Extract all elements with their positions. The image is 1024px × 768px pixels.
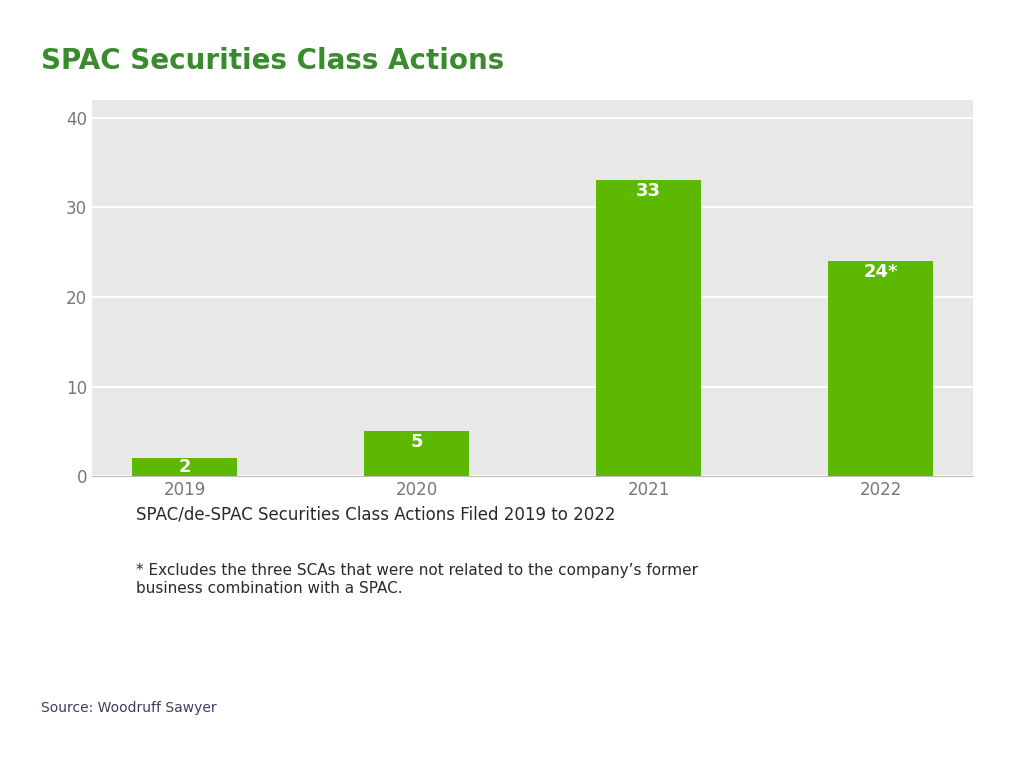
- Text: * Excludes the three SCAs that were not related to the company’s former
business: * Excludes the three SCAs that were not …: [136, 564, 698, 596]
- Bar: [365, 432, 469, 476]
- Text: 24*: 24*: [863, 263, 898, 281]
- Text: SPAC/de-SPAC Securities Class Actions Filed 2019 to 2022: SPAC/de-SPAC Securities Class Actions Fi…: [136, 505, 615, 523]
- Bar: [828, 261, 933, 476]
- Text: SPAC Securities Class Actions: SPAC Securities Class Actions: [41, 48, 504, 75]
- Text: 2: 2: [178, 458, 190, 476]
- Text: 33: 33: [636, 182, 662, 200]
- Text: Source: Woodruff Sawyer: Source: Woodruff Sawyer: [41, 701, 217, 715]
- Bar: [596, 180, 700, 476]
- Bar: [132, 458, 237, 476]
- Text: 5: 5: [411, 433, 423, 451]
